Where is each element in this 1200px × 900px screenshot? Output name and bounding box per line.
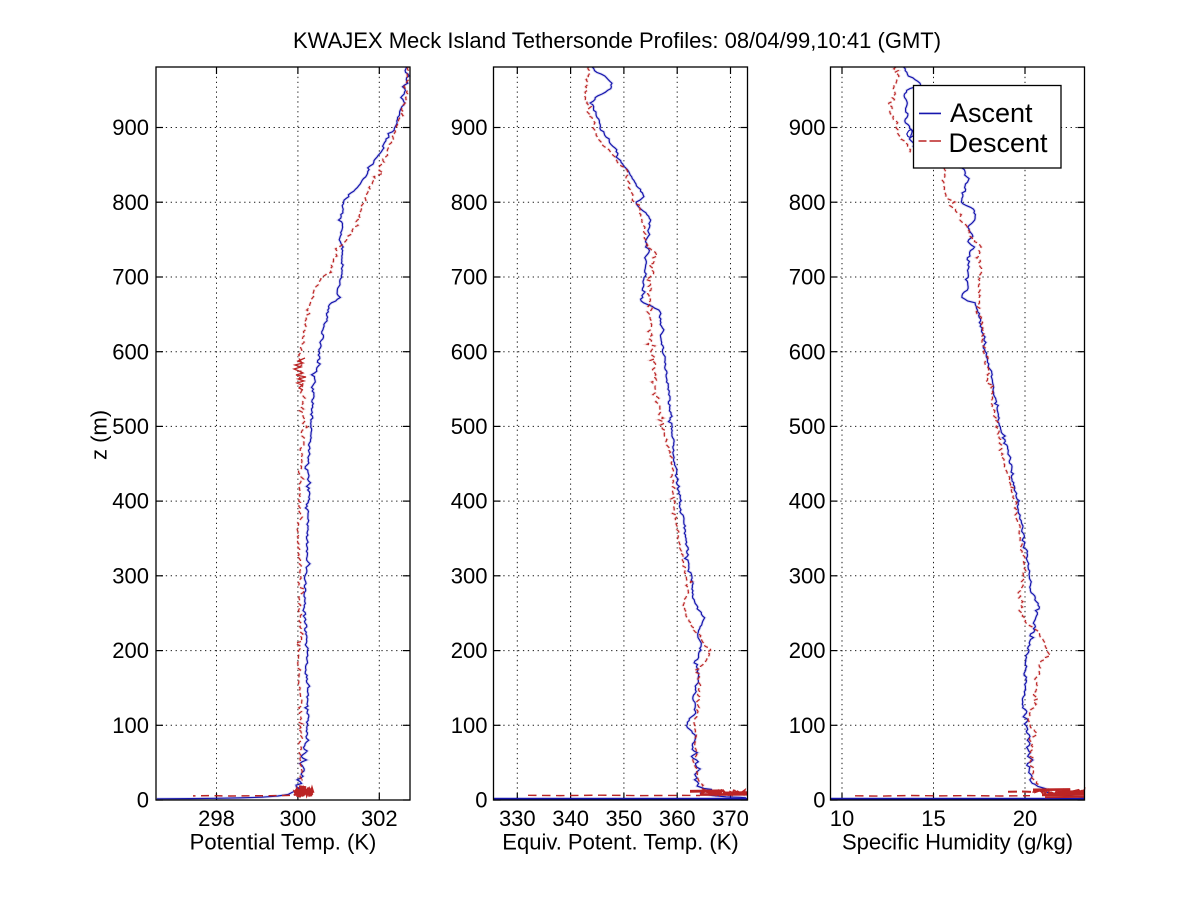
svg-text:300: 300 xyxy=(789,563,826,588)
svg-text:KWAJEX Meck Island Tethersonde: KWAJEX Meck Island Tethersonde Profiles:… xyxy=(293,28,941,53)
svg-text:Equiv. Potent. Temp. (K): Equiv. Potent. Temp. (K) xyxy=(502,830,738,855)
svg-text:100: 100 xyxy=(789,713,826,738)
svg-text:900: 900 xyxy=(451,115,488,140)
svg-text:100: 100 xyxy=(451,713,488,738)
svg-text:200: 200 xyxy=(112,638,149,663)
svg-text:700: 700 xyxy=(789,265,826,290)
svg-text:100: 100 xyxy=(112,713,149,738)
svg-text:400: 400 xyxy=(112,489,149,514)
svg-text:0: 0 xyxy=(475,788,487,813)
svg-text:20: 20 xyxy=(1013,806,1037,831)
svg-text:300: 300 xyxy=(112,563,149,588)
svg-text:200: 200 xyxy=(789,638,826,663)
svg-text:z (m): z (m) xyxy=(87,410,112,460)
svg-text:800: 800 xyxy=(112,190,149,215)
svg-text:15: 15 xyxy=(921,806,945,831)
svg-text:0: 0 xyxy=(813,788,825,813)
svg-text:200: 200 xyxy=(451,638,488,663)
svg-text:360: 360 xyxy=(659,806,696,831)
svg-text:600: 600 xyxy=(451,339,488,364)
svg-text:700: 700 xyxy=(112,265,149,290)
svg-text:Descent: Descent xyxy=(949,128,1049,158)
svg-text:Specific Humidity (g/kg): Specific Humidity (g/kg) xyxy=(842,830,1073,855)
svg-text:500: 500 xyxy=(451,414,488,439)
svg-text:Potential Temp. (K): Potential Temp. (K) xyxy=(190,830,377,855)
svg-text:600: 600 xyxy=(112,339,149,364)
svg-text:600: 600 xyxy=(789,339,826,364)
svg-text:350: 350 xyxy=(606,806,643,831)
svg-text:298: 298 xyxy=(198,806,235,831)
svg-text:800: 800 xyxy=(451,190,488,215)
svg-text:330: 330 xyxy=(499,806,536,831)
svg-text:400: 400 xyxy=(789,489,826,514)
svg-text:300: 300 xyxy=(451,563,488,588)
svg-text:500: 500 xyxy=(112,414,149,439)
svg-text:700: 700 xyxy=(451,265,488,290)
svg-text:340: 340 xyxy=(552,806,589,831)
svg-text:900: 900 xyxy=(112,115,149,140)
svg-text:800: 800 xyxy=(789,190,826,215)
svg-text:Ascent: Ascent xyxy=(950,98,1033,128)
svg-text:500: 500 xyxy=(789,414,826,439)
svg-text:370: 370 xyxy=(712,806,749,831)
svg-text:10: 10 xyxy=(830,806,854,831)
svg-text:300: 300 xyxy=(280,806,317,831)
svg-text:302: 302 xyxy=(361,806,398,831)
svg-text:900: 900 xyxy=(789,115,826,140)
svg-text:0: 0 xyxy=(137,788,149,813)
svg-text:400: 400 xyxy=(451,489,488,514)
